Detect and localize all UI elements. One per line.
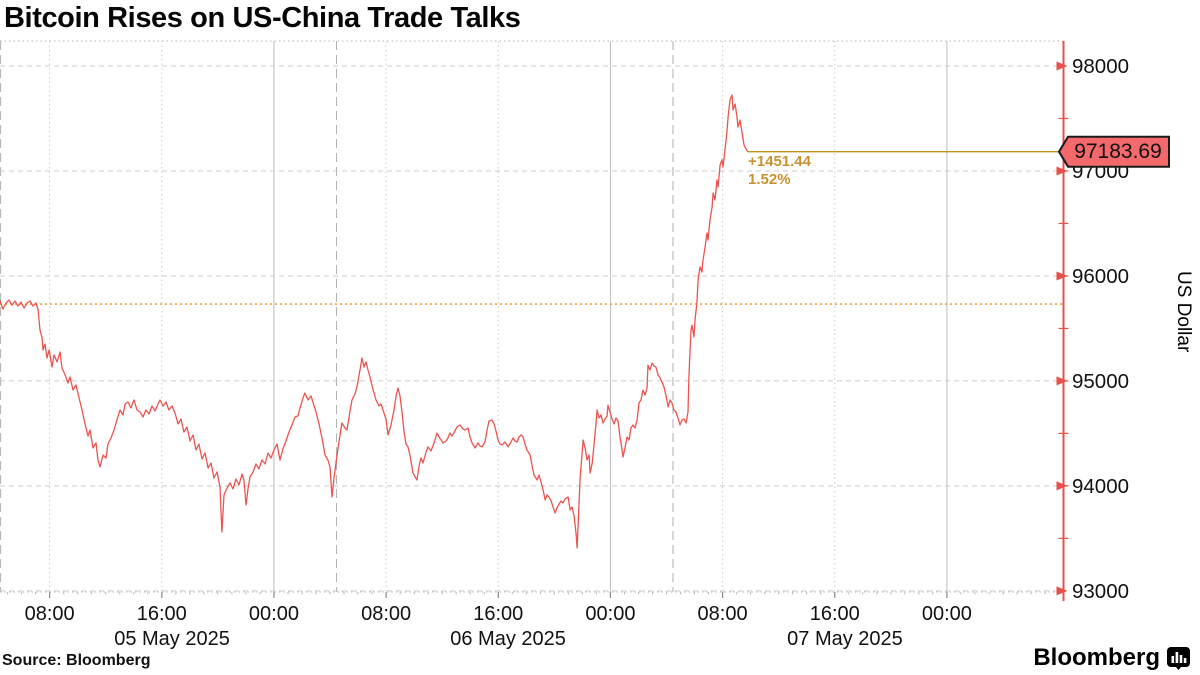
chart-title: Bitcoin Rises on US-China Trade Talks [4,2,521,34]
x-tick-label: 00:00 [585,603,635,625]
price-line [0,94,749,549]
y-tick-label: 98000 [1072,55,1129,78]
y-tick-label: 96000 [1072,265,1129,288]
x-date-label: 06 May 2025 [450,628,566,650]
price-change-pct-annotation: 1.52% [748,171,791,188]
bloomberg-logo: Bloomberg [1033,644,1190,672]
x-tick-label: 00:00 [922,603,972,625]
bloomberg-wordmark: Bloomberg [1033,644,1160,671]
x-tick-label: 08:00 [698,603,748,625]
x-tick-label: 00:00 [249,603,299,625]
y-major-tick-arrow [1056,586,1068,596]
x-tick-label: 16:00 [473,603,523,625]
bloomberg-terminal-icon [1167,646,1190,670]
x-tick-label: 08:00 [25,603,75,625]
x-date-label: 07 May 2025 [787,628,903,650]
last-price-flag [1057,135,1170,168]
y-axis-title: US Dollar [1173,271,1194,353]
y-tick-label: 94000 [1072,475,1129,498]
x-tick-label: 08:00 [361,603,411,625]
x-tick-label: 16:00 [137,603,187,625]
y-tick-label: 95000 [1072,370,1129,393]
y-tick-label: 93000 [1072,580,1129,603]
source-credit: Source: Bloomberg [2,652,151,669]
price-change-annotation: +1451.44 [748,153,811,170]
y-major-tick-arrow [1056,61,1068,71]
last-price-flag-value: 97183.69 [1074,140,1162,163]
x-tick-label: 16:00 [810,603,860,625]
x-date-label: 05 May 2025 [114,628,230,650]
